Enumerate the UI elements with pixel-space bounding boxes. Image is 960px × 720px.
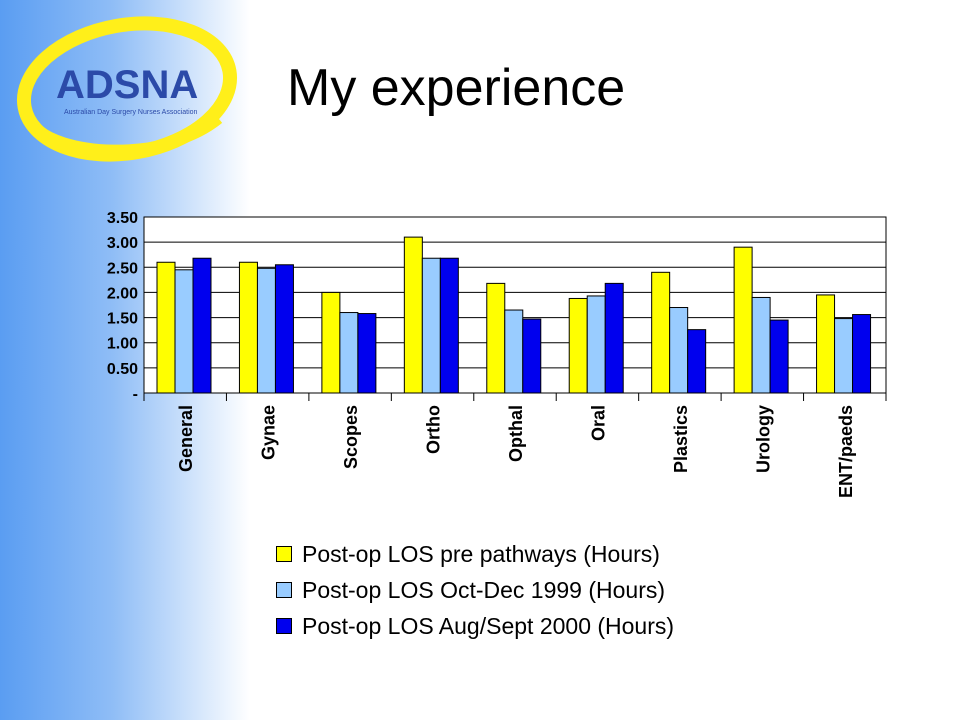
- bar: [174, 269, 194, 394]
- y-tick-label: 2.00: [107, 285, 138, 302]
- y-tick-label: -: [133, 386, 138, 403]
- y-tick-label: 1.50: [107, 311, 138, 328]
- bar: [156, 261, 176, 394]
- bar: [687, 329, 707, 394]
- y-tick-label: 3.50: [107, 210, 138, 227]
- bar: [604, 282, 624, 394]
- legend-label: Post-op LOS Aug/Sept 2000 (Hours): [302, 612, 675, 639]
- legend-swatch: [276, 618, 292, 634]
- logo-tagline: Australian Day Surgery Nurses Associatio…: [64, 109, 198, 116]
- legend-label: Post-op LOS Oct-Dec 1999 (Hours): [302, 576, 666, 603]
- legend-item: Post-op LOS Aug/Sept 2000 (Hours): [276, 608, 674, 644]
- x-tick-label: Urology: [753, 405, 773, 473]
- x-tick-label: Gynae: [259, 405, 279, 460]
- bar: [238, 261, 258, 394]
- slide-title: My experience: [287, 59, 626, 117]
- x-tick-label: Plastics: [671, 405, 691, 473]
- bar: [274, 264, 294, 394]
- bar: [403, 236, 423, 394]
- bar: [439, 257, 459, 394]
- bar: [751, 296, 771, 394]
- bar: [568, 297, 588, 394]
- legend-item: Post-op LOS pre pathways (Hours): [276, 536, 674, 572]
- chart-legend: Post-op LOS pre pathways (Hours) Post-op…: [276, 536, 674, 644]
- bar: [321, 291, 341, 394]
- bar: [586, 295, 606, 394]
- logo-name: ADSNA: [56, 63, 198, 107]
- x-tick-label: Ortho: [424, 405, 444, 454]
- bar: [816, 294, 836, 394]
- y-tick-label: 2.50: [107, 260, 138, 277]
- x-tick-label: Scopes: [341, 405, 361, 469]
- bar: [651, 271, 671, 394]
- bar: [357, 313, 377, 394]
- x-tick-label: Opthal: [506, 405, 526, 462]
- x-tick-label: General: [176, 405, 196, 472]
- legend-item: Post-op LOS Oct-Dec 1999 (Hours): [276, 572, 674, 608]
- bar: [192, 257, 212, 394]
- bar: [769, 319, 789, 394]
- bar: [421, 257, 441, 394]
- bar: [733, 246, 753, 394]
- bar: [834, 318, 854, 394]
- bar: [522, 318, 542, 394]
- bar: [339, 312, 359, 394]
- adsna-logo: ADSNA Australian Day Surgery Nurses Asso…: [16, 16, 238, 162]
- bar: [486, 282, 506, 394]
- y-tick-label: 0.50: [107, 361, 138, 378]
- x-tick-label: Oral: [588, 405, 608, 441]
- legend-label: Post-op LOS pre pathways (Hours): [302, 540, 660, 567]
- x-tick-label: ENT/paeds: [836, 405, 856, 498]
- bar: [504, 309, 524, 394]
- legend-swatch: [276, 582, 292, 598]
- legend-swatch: [276, 546, 292, 562]
- y-tick-label: 1.00: [107, 336, 138, 353]
- bar: [669, 307, 689, 394]
- bar: [256, 267, 276, 394]
- bar: [852, 314, 872, 394]
- y-tick-label: 3.00: [107, 235, 138, 252]
